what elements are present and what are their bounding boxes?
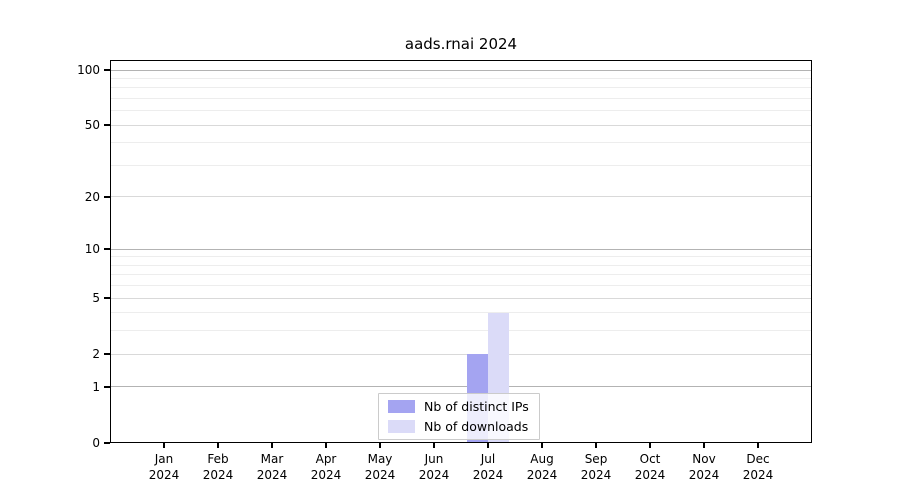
legend-swatch-distinct-ips-icon (388, 400, 415, 413)
x-tick-mark (379, 443, 381, 448)
gridline-minor (110, 87, 812, 89)
y-tick-mark (104, 297, 110, 299)
gridline-major (110, 69, 812, 71)
month-label: Feb (207, 452, 229, 466)
year-label: 2024 (526, 467, 558, 482)
legend-label-downloads: Nb of downloads (424, 419, 529, 434)
x-axis-tick-label: Jan 2024 (132, 452, 196, 483)
y-tick-mark (104, 196, 110, 198)
y-tick-mark (104, 124, 110, 126)
y-tick-mark (104, 353, 110, 355)
gridline (110, 297, 812, 299)
month-label: Sep (584, 452, 608, 466)
y-axis-tick-label: 100 (77, 63, 100, 77)
gridline-major (110, 386, 812, 388)
gridline-minor (110, 110, 812, 112)
gridline-minor (110, 312, 812, 314)
x-tick-mark (217, 443, 219, 448)
x-axis-tick-label: May 2024 (348, 452, 412, 483)
year-label: 2024 (688, 467, 720, 482)
gridline-minor (110, 77, 812, 79)
gridline-minor (110, 285, 812, 287)
x-tick-mark (757, 443, 759, 448)
x-axis-tick-label: Aug 2024 (510, 452, 574, 483)
year-label: 2024 (472, 467, 504, 482)
x-tick-mark (325, 443, 327, 448)
x-tick-mark (541, 443, 543, 448)
month-label: May (367, 452, 393, 466)
month-label: Oct (639, 452, 661, 466)
x-axis-tick-label: Sep 2024 (564, 452, 628, 483)
x-axis-tick-label: Apr 2024 (294, 452, 358, 483)
year-label: 2024 (202, 467, 234, 482)
legend-item-distinct-ips: Nb of distinct IPs (388, 399, 529, 414)
month-label: Jan (154, 452, 174, 466)
month-label: Jun (424, 452, 444, 466)
gridline-minor (110, 274, 812, 276)
y-axis-tick-label: 50 (84, 118, 100, 133)
year-label: 2024 (418, 467, 450, 482)
y-axis-tick-label: 20 (84, 189, 100, 204)
y-tick-mark (104, 69, 110, 71)
x-tick-mark (271, 443, 273, 448)
x-axis-tick-label: Nov 2024 (672, 452, 736, 483)
y-axis-tick-label: 10 (84, 242, 100, 257)
x-tick-mark (487, 443, 489, 448)
year-label: 2024 (634, 467, 666, 482)
gridline (110, 196, 812, 198)
x-axis-tick-label: Feb 2024 (186, 452, 250, 483)
gridline (110, 124, 812, 126)
legend-swatch-downloads-icon (388, 420, 415, 433)
y-axis-tick-label: 1 (92, 379, 100, 394)
x-axis-tick-label: Mar 2024 (240, 452, 304, 483)
year-label: 2024 (148, 467, 180, 482)
legend: Nb of distinct IPs Nb of downloads (378, 393, 540, 440)
year-label: 2024 (742, 467, 774, 482)
y-axis-tick-label: 5 (92, 291, 100, 306)
year-label: 2024 (256, 467, 288, 482)
legend-label-distinct-ips: Nb of distinct IPs (424, 399, 529, 414)
x-tick-mark (703, 443, 705, 448)
gridline-minor (110, 164, 812, 166)
x-axis-tick-label: Oct 2024 (618, 452, 682, 483)
x-axis-tick-label: Jun 2024 (402, 452, 466, 483)
month-label: Dec (746, 452, 770, 466)
y-axis-tick-label: 2 (92, 347, 100, 362)
year-label: 2024 (580, 467, 612, 482)
chart-title: aads.rnai 2024 (404, 35, 518, 53)
y-tick-mark (104, 248, 110, 250)
month-label: Mar (260, 452, 284, 466)
gridline-minor (110, 142, 812, 144)
x-tick-mark (433, 443, 435, 448)
y-tick-mark (104, 442, 110, 444)
x-tick-mark (595, 443, 597, 448)
x-axis-tick-label: Dec 2024 (726, 452, 790, 483)
y-tick-mark (104, 386, 110, 388)
month-label: Jul (480, 452, 496, 466)
year-label: 2024 (310, 467, 342, 482)
x-tick-mark (163, 443, 165, 448)
month-label: Nov (692, 452, 716, 466)
gridline-minor (110, 330, 812, 332)
month-label: Apr (315, 452, 337, 466)
x-tick-mark (649, 443, 651, 448)
plot-area (110, 60, 812, 443)
x-axis-tick-label: Jul 2024 (456, 452, 520, 483)
legend-item-downloads: Nb of downloads (388, 419, 529, 434)
y-axis-tick-label: 0 (92, 436, 100, 450)
year-label: 2024 (364, 467, 396, 482)
gridline (110, 353, 812, 355)
gridline-minor (110, 264, 812, 266)
month-label: Aug (530, 452, 554, 466)
gridline-major (110, 248, 812, 250)
gridline-minor (110, 256, 812, 258)
gridline-minor (110, 97, 812, 99)
